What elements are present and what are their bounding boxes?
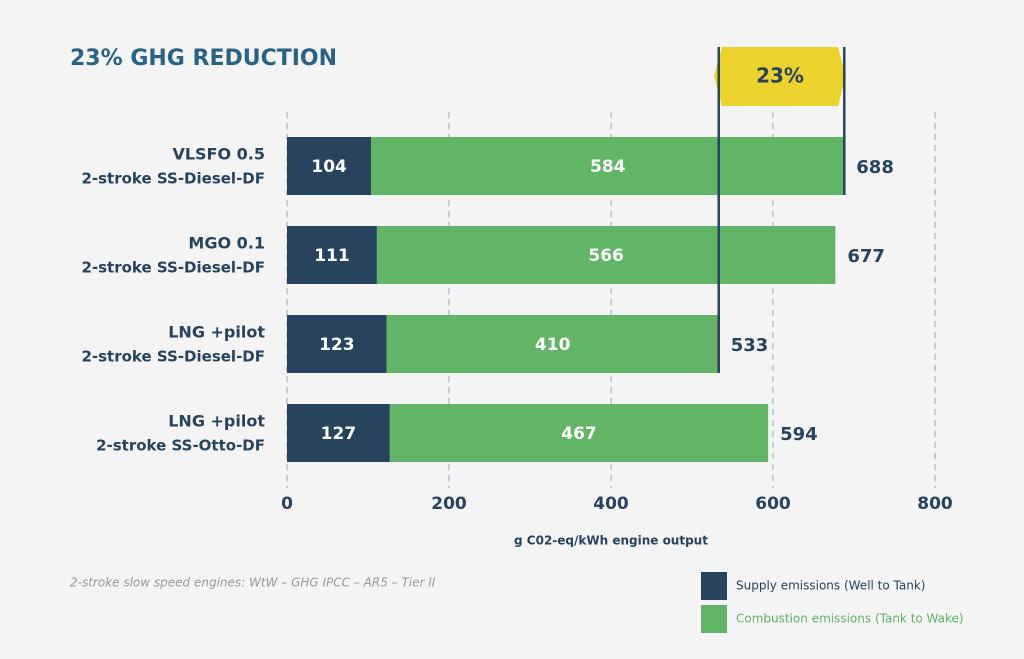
legend-swatch [701, 572, 727, 600]
x-tick-label: 600 [755, 494, 791, 514]
category-label: MGO 0.1 [188, 234, 265, 253]
data-label: 584 [590, 157, 626, 177]
category-sublabel: 2-stroke SS-Diesel-DF [81, 259, 265, 277]
bar-segment [287, 315, 387, 373]
data-label: 104 [311, 157, 347, 177]
legend-label: Combustion emissions (Tank to Wake) [736, 612, 964, 626]
bar-segment [287, 404, 390, 462]
bar-segment [389, 404, 769, 462]
data-label: 123 [319, 335, 355, 355]
x-tick-label: 800 [917, 494, 953, 514]
x-tick-label: 200 [431, 494, 467, 514]
bar-segment [386, 315, 719, 373]
x-tick-label: 0 [281, 494, 293, 514]
data-label: 566 [588, 246, 624, 266]
total-label: 533 [731, 335, 769, 356]
x-tick-label: 400 [593, 494, 629, 514]
legend-label: Supply emissions (Well to Tank) [736, 579, 925, 593]
bar-segment [287, 137, 372, 195]
legend-swatch [701, 605, 727, 633]
data-label: 410 [535, 335, 571, 355]
bar-segment [376, 226, 836, 284]
category-sublabel: 2-stroke SS-Otto-DF [96, 437, 265, 455]
annotation-badge [714, 47, 846, 106]
footnote: 2-stroke slow speed engines: WtW – GHG I… [70, 576, 436, 590]
category-sublabel: 2-stroke SS-Diesel-DF [81, 170, 265, 188]
total-label: 688 [856, 157, 894, 178]
bar-segment [287, 226, 377, 284]
data-label: 111 [314, 246, 350, 266]
category-label: VLSFO 0.5 [172, 145, 265, 164]
total-label: 594 [780, 424, 818, 445]
category-label: LNG +pilot [168, 412, 265, 431]
annotation: 23% [756, 64, 804, 88]
chart-title: 23% GHG REDUCTION [70, 46, 337, 71]
bar-segment [371, 137, 845, 195]
x-axis-label: g C02-eq/kWh engine output [514, 534, 708, 548]
category-sublabel: 2-stroke SS-Diesel-DF [81, 348, 265, 366]
data-label: 127 [321, 424, 357, 444]
category-label: LNG +pilot [168, 323, 265, 342]
data-label: 467 [561, 424, 597, 444]
total-label: 677 [847, 246, 885, 267]
